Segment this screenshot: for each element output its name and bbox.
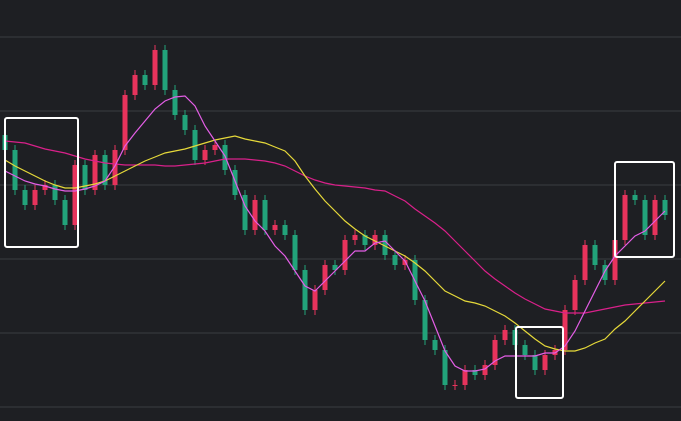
candle-body [582, 245, 588, 280]
candle-body [122, 95, 128, 150]
candle-body [162, 50, 168, 90]
candle-body [92, 155, 98, 190]
candle-body [602, 265, 608, 280]
candle-body [392, 255, 398, 265]
candle-body [422, 300, 428, 340]
candle-body [72, 165, 78, 225]
candle-body [622, 195, 628, 240]
candle-body [442, 350, 448, 385]
moving-average-line [4, 140, 666, 314]
candle-body [472, 370, 478, 375]
marks [2, 45, 668, 390]
candle-body [142, 75, 148, 85]
candle-body [82, 165, 88, 190]
candle-body [562, 310, 568, 350]
candle-body [592, 245, 598, 265]
candle-body [662, 200, 668, 215]
candle-body [462, 370, 468, 385]
candle-body [522, 345, 528, 355]
candle-body [152, 50, 158, 85]
candle-body [212, 145, 218, 150]
candle-body [22, 190, 28, 205]
candle-body [432, 340, 438, 350]
candle-body [42, 185, 48, 190]
candle-body [482, 365, 488, 375]
moving-average-line [4, 135, 666, 352]
candle-body [452, 385, 458, 386]
candle-body [172, 90, 178, 115]
candle-body [642, 200, 648, 235]
candle-body [242, 195, 248, 230]
candle-body [322, 265, 328, 290]
candle-body [382, 235, 388, 255]
candle-body [332, 265, 338, 270]
candle-body [652, 200, 658, 235]
candle-body [502, 330, 508, 340]
candle-body [12, 150, 18, 190]
moving-average-line [4, 95, 666, 372]
candle-body [292, 235, 298, 270]
candle-body [262, 200, 268, 230]
candle-body [402, 260, 408, 265]
candle-body [132, 75, 138, 95]
candle-body [202, 150, 208, 160]
candle-body [182, 115, 188, 130]
candle-body [352, 235, 358, 240]
candle-body [572, 280, 578, 310]
candle-body [112, 150, 118, 185]
candle-body [492, 340, 498, 365]
candle-body [612, 240, 618, 280]
candle-body [342, 240, 348, 270]
candle-body [192, 130, 198, 160]
candle-body [62, 200, 68, 225]
candle-body [52, 185, 58, 200]
highlights [4, 117, 675, 399]
candle-body [542, 355, 548, 370]
candle-body [632, 195, 638, 200]
candle-body [362, 235, 368, 245]
candle-body [372, 235, 378, 245]
candle-body [532, 355, 538, 370]
candle-body [102, 155, 108, 185]
highlight-box [614, 161, 675, 258]
grid [0, 36, 681, 408]
highlight-box [4, 117, 79, 248]
candle-body [282, 225, 288, 235]
candle-body [252, 200, 258, 230]
candle-body [302, 270, 308, 310]
candle-body [32, 190, 38, 205]
candle-body [272, 225, 278, 230]
highlight-box [515, 326, 564, 399]
candle-body [312, 290, 318, 310]
